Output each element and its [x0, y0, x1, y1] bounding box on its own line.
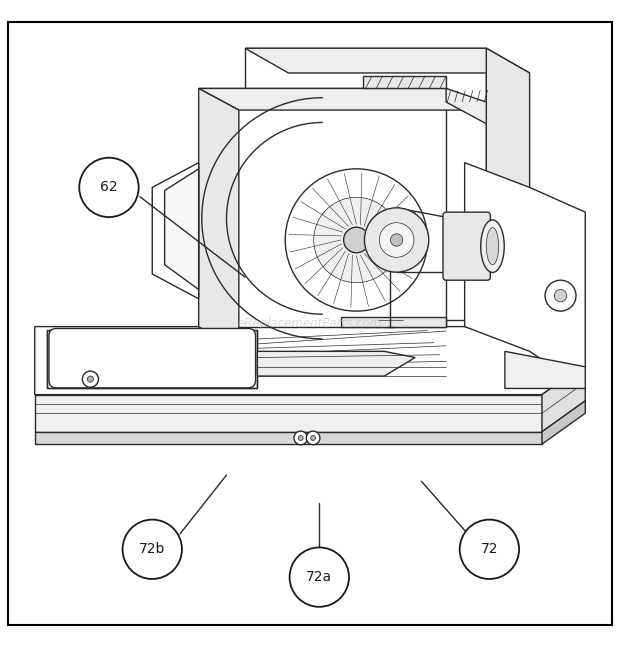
Circle shape [285, 169, 428, 311]
Text: 72: 72 [480, 542, 498, 556]
Circle shape [554, 289, 567, 302]
FancyBboxPatch shape [443, 212, 490, 280]
Ellipse shape [480, 220, 504, 272]
Polygon shape [257, 351, 415, 376]
FancyBboxPatch shape [8, 21, 612, 626]
Polygon shape [35, 327, 585, 395]
Circle shape [311, 435, 316, 441]
Polygon shape [47, 330, 257, 388]
Text: 72a: 72a [306, 570, 332, 584]
Text: 72b: 72b [139, 542, 166, 556]
Polygon shape [341, 317, 446, 327]
Circle shape [391, 234, 403, 246]
Polygon shape [486, 49, 529, 345]
Circle shape [379, 223, 414, 258]
Circle shape [82, 371, 99, 387]
Polygon shape [363, 76, 446, 89]
Circle shape [343, 227, 369, 253]
Circle shape [371, 184, 379, 191]
Polygon shape [35, 432, 542, 444]
Ellipse shape [486, 228, 498, 265]
Polygon shape [35, 395, 542, 432]
Polygon shape [542, 364, 585, 432]
Circle shape [365, 208, 429, 272]
Circle shape [290, 547, 349, 607]
Circle shape [545, 280, 576, 311]
Circle shape [294, 431, 308, 444]
Polygon shape [464, 162, 585, 388]
Circle shape [87, 376, 94, 382]
Polygon shape [245, 49, 529, 73]
Polygon shape [245, 49, 486, 320]
Polygon shape [198, 89, 446, 327]
Circle shape [306, 431, 320, 444]
Circle shape [298, 435, 303, 441]
Polygon shape [446, 89, 486, 124]
Polygon shape [505, 351, 585, 388]
Circle shape [459, 520, 519, 579]
Polygon shape [542, 401, 585, 444]
Text: eReplacementParts.com: eReplacementParts.com [238, 317, 382, 330]
Polygon shape [198, 89, 486, 110]
Polygon shape [198, 89, 239, 351]
FancyBboxPatch shape [49, 329, 255, 388]
Circle shape [371, 227, 379, 234]
Polygon shape [165, 169, 198, 289]
Polygon shape [153, 162, 198, 299]
Circle shape [123, 520, 182, 579]
Text: 62: 62 [100, 181, 118, 194]
Circle shape [371, 205, 379, 213]
Circle shape [79, 158, 139, 217]
Circle shape [314, 197, 399, 283]
